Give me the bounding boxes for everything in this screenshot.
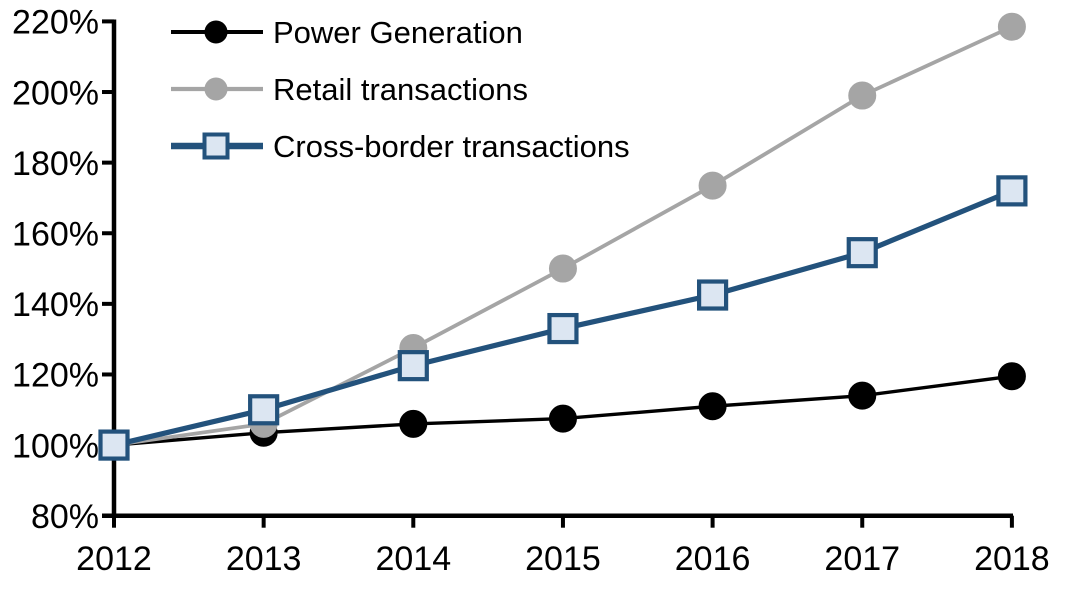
data-point-cross-border-transactions (397, 350, 429, 382)
data-point-cross-border-transactions (696, 279, 729, 311)
legend-label-power-generation: Power Generation (273, 15, 523, 50)
legend-square-marker-icon (202, 132, 230, 160)
y-axis-tick-label: 140% (12, 286, 99, 324)
x-axis-tick-label: 2018 (974, 540, 1050, 578)
data-point-power-generation (399, 409, 428, 438)
x-axis-tick-label: 2012 (76, 540, 152, 578)
data-point-power-generation (848, 381, 877, 410)
legend-circle-marker-icon (204, 20, 228, 44)
data-point-retail-transactions (698, 171, 727, 200)
legend-label-retail-transactions: Retail transactions (273, 72, 528, 107)
legend-label-cross-border-transactions: Cross-border transactions (273, 129, 630, 164)
series-cross-border-transactions (98, 175, 1028, 461)
legend-item-retail-transactions: Retail transactions (171, 72, 528, 107)
x-axis-tick-label: 2017 (824, 540, 900, 578)
x-axis-tick-label: 2015 (525, 540, 601, 578)
data-point-power-generation (997, 362, 1026, 391)
legend: Power Generation Retail transactions Cross… (171, 15, 630, 164)
data-point-retail-transactions (548, 254, 577, 283)
series-power-generation (100, 362, 1026, 460)
data-point-power-generation (548, 404, 577, 433)
legend-item-power-generation: Power Generation (171, 15, 523, 50)
data-point-cross-border-transactions (547, 312, 579, 345)
legend-item-cross-border-transactions: Cross-border transactions (171, 129, 630, 164)
data-point-cross-border-transactions (846, 237, 878, 269)
legend-circle-marker-icon (204, 77, 228, 101)
data-point-cross-border-transactions (996, 175, 1028, 207)
data-point-retail-transactions (997, 12, 1026, 41)
y-axis-tick-label: 200% (12, 74, 99, 112)
y-axis-tick-label: 220% (12, 4, 99, 42)
y-axis-tick-label: 160% (12, 215, 99, 253)
data-point-cross-border-transactions (248, 394, 280, 426)
x-axis-tick-label: 2016 (675, 540, 751, 578)
y-axis-tick-label: 80% (31, 498, 99, 536)
axes: 80% 100% 120% 140% 160% 180% 200% 220% 2012 2013 2… (12, 4, 1050, 578)
y-axis-tick-label: 180% (12, 145, 99, 183)
x-axis-tick-label: 2013 (226, 540, 302, 578)
data-point-power-generation (698, 392, 727, 421)
data-point-cross-border-transactions (98, 429, 130, 461)
x-axis-tick-label: 2014 (375, 540, 451, 578)
data-point-retail-transactions (848, 81, 877, 110)
y-axis-tick-label: 120% (12, 357, 99, 395)
y-axis-tick-label: 100% (12, 427, 99, 465)
